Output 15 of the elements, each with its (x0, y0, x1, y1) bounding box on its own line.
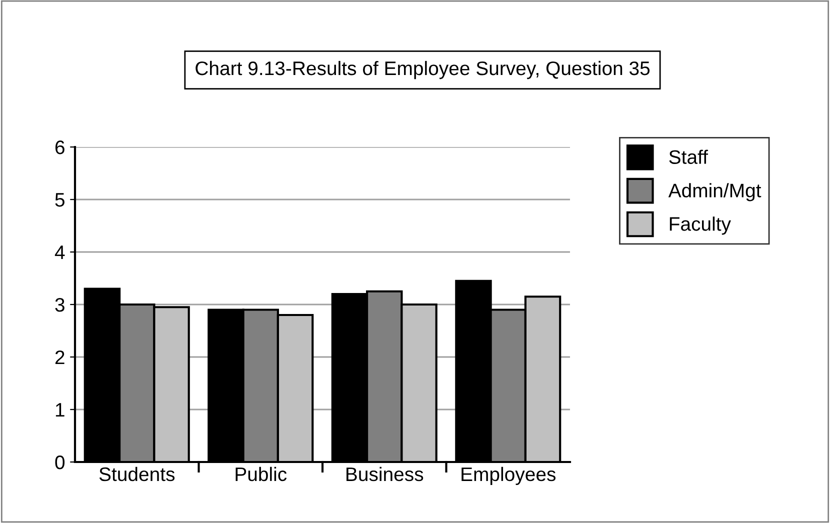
x-tick-label: Business (346, 466, 424, 482)
y-tick-label: 2 (55, 350, 64, 364)
y-tick-label: 4 (54, 246, 65, 260)
x-tick-label: Public (236, 466, 287, 482)
y-tick-label: 0 (55, 455, 65, 470)
y-tick-label: 6 (55, 140, 64, 154)
y-tick-label: 1 (56, 403, 64, 417)
chart-title: Chart 9.13-Results of Employee Survey, Question 35 (196, 60, 650, 80)
x-tick-label: Students (99, 466, 175, 482)
legend-label: Admin/Mgt (668, 183, 762, 202)
legend-label: Staff (669, 150, 708, 164)
y-tick-label: 5 (55, 193, 64, 207)
x-tick-label: Employees (462, 466, 556, 485)
legend-label: Faculty (670, 216, 731, 235)
y-tick-label: 3 (55, 298, 64, 312)
